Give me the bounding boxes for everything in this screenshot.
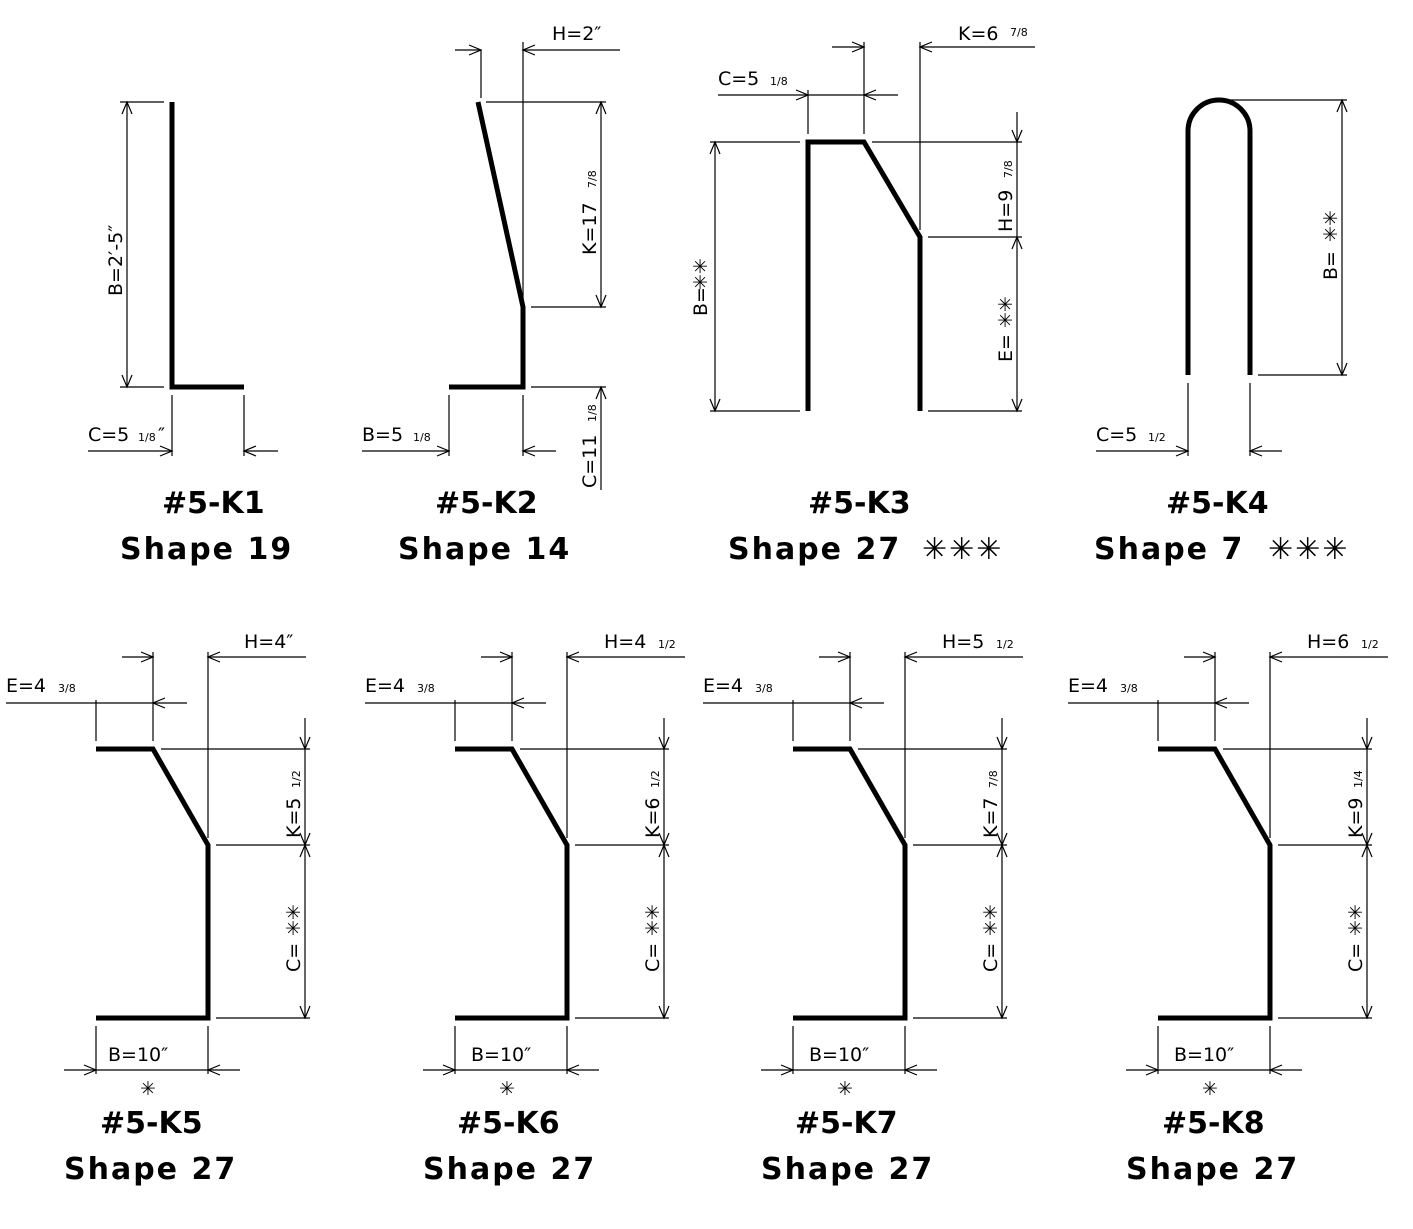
k1-dim-c-frac: 1/8 [138,431,156,444]
k2-dim-b: B=5 [362,424,403,446]
k3-dim-b-star: ✳✳ [690,258,712,290]
k1-dim-b: B=2′-5″ [105,225,127,296]
k7-dim-c-star: ✳✳ [980,904,1002,936]
k8-star: ✳ [1202,1078,1218,1100]
k5-dim-e-frac: 3/8 [58,682,76,695]
k6-dim-c-star: ✳✳ [642,904,664,936]
k1-dim-c: C=5 [88,424,129,446]
shape-k4: B= ✳✳ C=5 1/2 #5-K4 Shape 7 ✳✳✳ [1094,97,1349,567]
bar-k1 [169,102,244,390]
k5-dim-k-frac: 1/2 [290,770,303,788]
k8-mark: #5-K8 [1162,1106,1265,1141]
k4-mark: #5-K4 [1166,486,1269,521]
bar-k8 [1158,746,1273,1021]
bar-k6 [455,746,570,1021]
k6-dim-e-frac: 3/8 [417,682,435,695]
k3-dim-h: H=9 [995,190,1017,232]
k8-dim-b: B=10″ [1174,1044,1234,1066]
k8-dim-e: E=4 [1068,675,1108,697]
k7-dim-c: C= [980,943,1002,972]
k8-dim-c: C= [1345,943,1367,972]
k3-dim-c: C=5 [718,68,759,90]
k3-dim-h-frac: 7/8 [1002,160,1015,178]
k3-dim-k-frac: 7/8 [1010,26,1028,39]
k3-mark: #5-K3 [808,486,911,521]
k5-dim-k: K=5 [283,798,305,838]
k4-shape: Shape 7 [1094,532,1244,567]
k7-star: ✳ [837,1078,853,1100]
k5-dim-h: H=4″ [244,631,293,653]
k4-shape-stars: ✳✳✳ [1268,532,1349,567]
k5-dim-e: E=4 [6,675,46,697]
k3-dim-e: E= [995,334,1017,362]
k6-dim-h: H=4 [604,631,646,653]
k6-dim-k: K=6 [642,798,664,838]
k8-dim-h: H=6 [1307,631,1349,653]
k5-dim-c: C= [283,943,305,972]
k3-dim-k: K=6 [958,23,998,45]
k5-mark: #5-K5 [100,1106,203,1141]
k7-dim-e: E=4 [703,675,743,697]
k5-dim-b: B=10″ [108,1044,168,1066]
k4-dim-c-frac: 1/2 [1148,431,1166,444]
k3-shape-stars: ✳✳✳ [922,532,1003,567]
k2-dim-c-frac: 1/8 [586,404,599,422]
k1-shape: Shape 19 [120,532,293,567]
k3-dim-c-frac: 1/8 [770,75,788,88]
k6-dim-k-frac: 1/2 [649,770,662,788]
k4-dim-b-star: ✳✳ [1320,210,1342,242]
k3-dim-e-star: ✳✳ [995,296,1017,328]
k8-dim-k: K=9 [1345,798,1367,838]
k8-dim-c-star: ✳✳ [1345,904,1367,936]
bar-k2 [449,101,526,390]
k6-dim-c: C= [642,943,664,972]
k7-dim-b: B=10″ [809,1044,869,1066]
k7-dim-h-frac: 1/2 [996,638,1014,651]
shape-k8: H=6 1/2 E=4 3/8 K=9 1/4 C= ✳✳ B=10″ ✳ #5… [1068,631,1388,1187]
k1-mark: #5-K1 [162,486,265,521]
k2-dim-b-frac: 1/8 [413,431,431,444]
k6-dim-h-frac: 1/2 [658,638,676,651]
k6-dim-e: E=4 [365,675,405,697]
k6-star: ✳ [499,1078,515,1100]
k7-dim-h: H=5 [942,631,984,653]
k8-dim-e-frac: 3/8 [1120,682,1138,695]
k8-shape: Shape 27 [1126,1152,1299,1187]
bar-k3 [805,139,923,411]
k7-mark: #5-K7 [795,1106,898,1141]
k7-dim-k-frac: 7/8 [987,770,1000,788]
shape-k3: K=6 7/8 C=5 1/8 H=9 7/8 E= ✳✳ B= ✳✳ #5-K… [690,23,1035,567]
k2-dim-h: H=2″ [552,23,601,45]
k1-inch-mark: ″ [158,424,165,446]
k8-dim-k-frac: 1/4 [1352,770,1365,788]
shape-k5: H=4″ E=4 3/8 K=5 1/2 C= ✳✳ B=10″ ✳ #5-K5… [6,631,311,1187]
k5-star: ✳ [140,1078,156,1100]
k2-dim-k-frac: 7/8 [586,170,599,188]
bar-k7 [793,746,908,1021]
k5-shape: Shape 27 [64,1152,237,1187]
k4-dim-b: B= [1320,251,1342,280]
k6-dim-b: B=10″ [471,1044,531,1066]
k3-dim-b: B= [690,287,712,316]
k7-dim-k: K=7 [980,798,1002,838]
k4-dim-c: C=5 [1096,424,1137,446]
k3-shape: Shape 27 [728,532,901,567]
k2-shape: Shape 14 [398,532,571,567]
shape-k1: B=2′-5″ C=5 1/8 ″ #5-K1 Shape 19 [88,100,293,567]
shape-k2: H=2″ K=17 7/8 C=11 1/8 B=5 1/8 #5-K2 Sha… [362,23,620,567]
k2-mark: #5-K2 [435,486,538,521]
k5-dim-c-star: ✳✳ [283,904,305,936]
k8-dim-h-frac: 1/2 [1361,638,1379,651]
k2-dim-k: K=17 [579,202,601,255]
shape-k6: H=4 1/2 E=4 3/8 K=6 1/2 C= ✳✳ B=10″ ✳ #5… [365,631,685,1187]
k7-shape: Shape 27 [761,1152,934,1187]
k6-mark: #5-K6 [457,1106,560,1141]
k7-dim-e-frac: 3/8 [755,682,773,695]
bar-k4 [1185,97,1253,375]
shape-k7: H=5 1/2 E=4 3/8 K=7 7/8 C= ✳✳ B=10″ ✳ #5… [703,631,1023,1187]
k2-dim-c: C=11 [579,435,601,488]
bar-k5 [96,746,211,1021]
k6-shape: Shape 27 [423,1152,596,1187]
